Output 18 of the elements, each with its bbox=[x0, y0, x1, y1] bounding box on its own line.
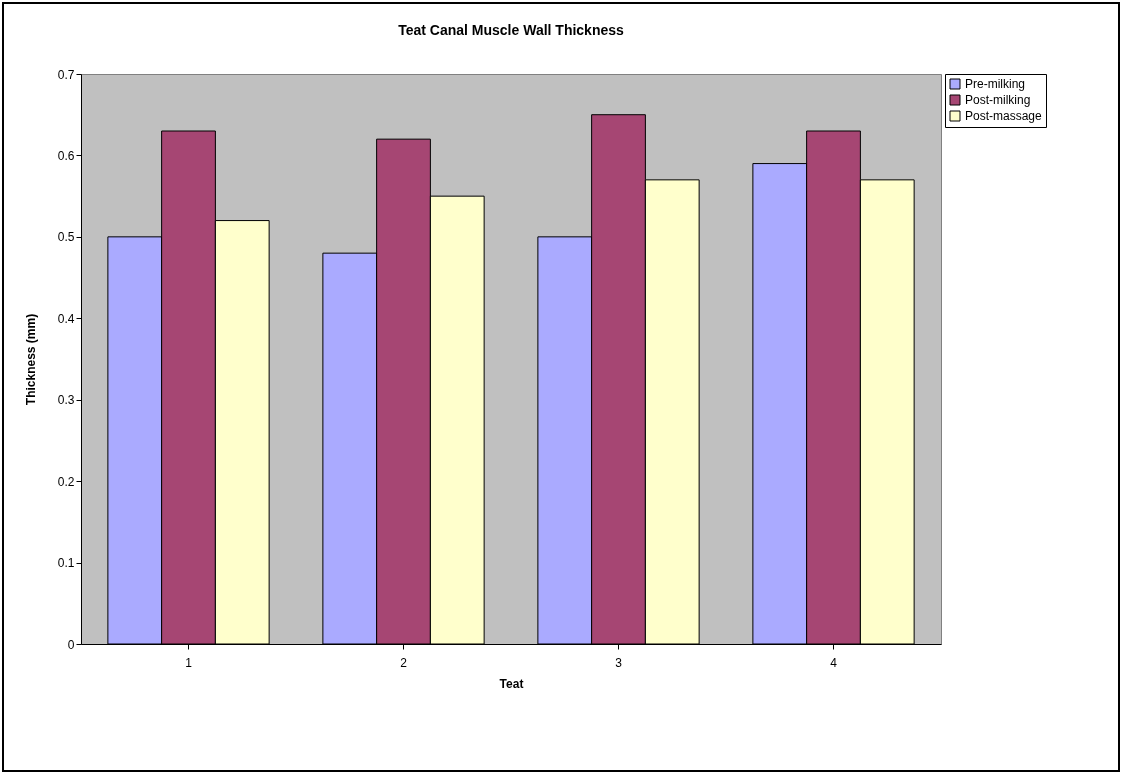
y-tick-label: 0.5 bbox=[57, 230, 75, 245]
y-tick-label: 0 bbox=[67, 637, 75, 652]
x-tick-label: 1 bbox=[185, 655, 193, 670]
x-tick-label: 4 bbox=[830, 655, 838, 670]
chart-title: Teat Canal Muscle Wall Thickness bbox=[398, 22, 625, 38]
x-tick-label: 2 bbox=[400, 655, 408, 670]
legend-label: Post-massage bbox=[965, 109, 1043, 123]
legend-label: Post-milking bbox=[965, 93, 1031, 107]
y-tick-label: 0.1 bbox=[57, 556, 75, 571]
y-axis-title: Thickness (mm) bbox=[23, 313, 38, 406]
y-tick-label: 0.2 bbox=[57, 474, 75, 489]
y-tick-label: 0.3 bbox=[57, 393, 75, 408]
x-tick-label: 3 bbox=[615, 655, 623, 670]
y-tick-label: 0.4 bbox=[57, 311, 75, 326]
y-tick-label: 0.6 bbox=[57, 148, 75, 163]
y-tick-label: 0.7 bbox=[57, 67, 75, 82]
x-axis-title: Teat bbox=[499, 676, 524, 691]
legend-label: Pre-milking bbox=[965, 77, 1026, 91]
